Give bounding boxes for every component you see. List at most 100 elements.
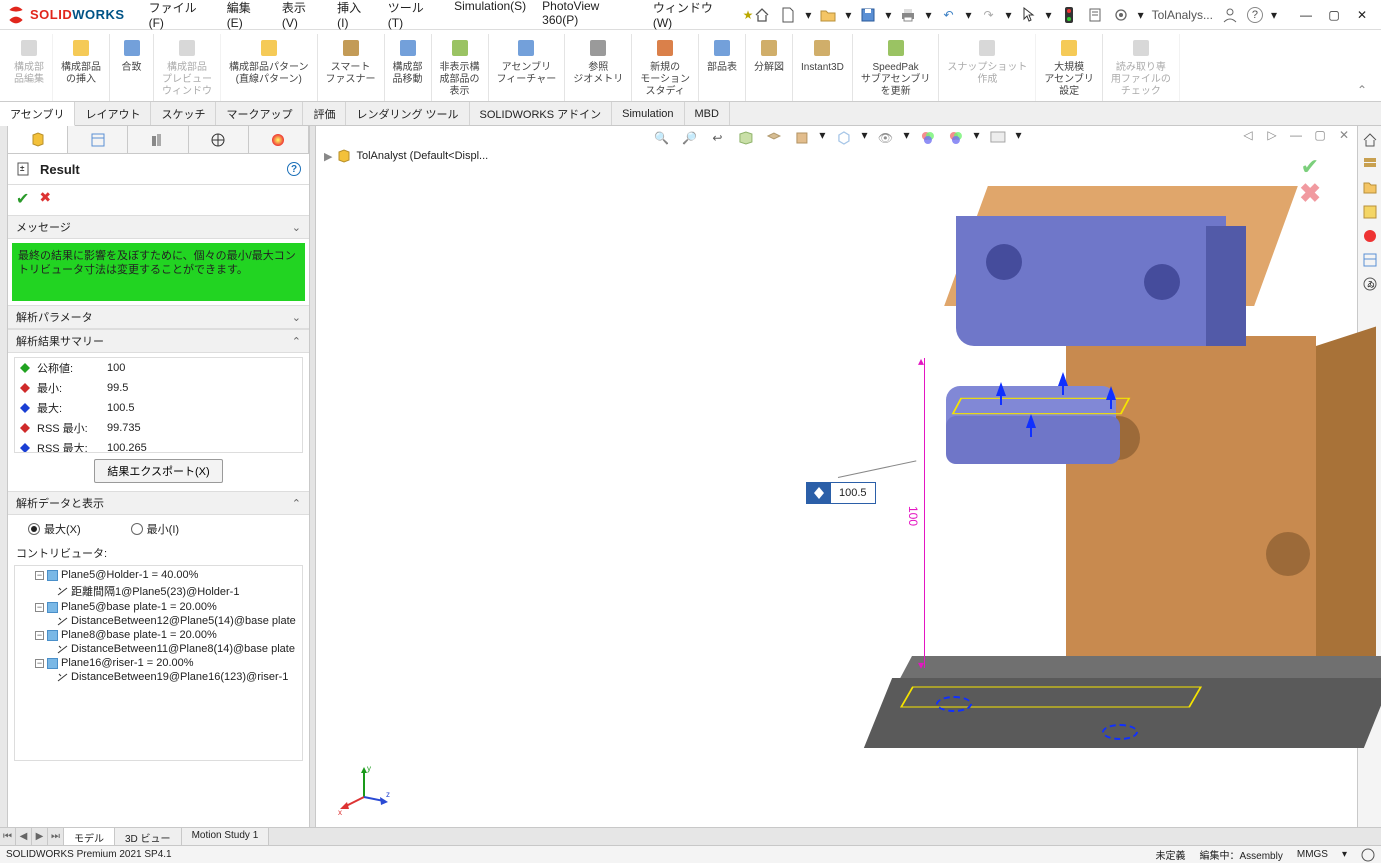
menu-item[interactable]: ウィンドウ(W) bbox=[647, 0, 737, 33]
ribbon-group[interactable]: SpeedPak サブアセンブリ を更新 bbox=[853, 34, 940, 101]
contributors-tree[interactable]: −Plane5@Holder-1 = 40.00%距離間隔1@Plane5(23… bbox=[14, 565, 303, 761]
bt-first-icon[interactable]: ⏮ bbox=[0, 828, 16, 845]
ribbon-group[interactable]: 構成部品パターン (直線パターン) bbox=[221, 34, 318, 101]
bottom-tab[interactable]: モデル bbox=[64, 828, 115, 845]
ribbon-collapse-icon[interactable]: ⌃ bbox=[1349, 79, 1375, 101]
help-icon[interactable]: ? bbox=[1247, 7, 1263, 23]
accept-icon[interactable]: ✔ bbox=[16, 189, 29, 209]
zoom-fit-icon[interactable]: 🔍 bbox=[651, 128, 671, 148]
tree-group[interactable]: −Plane16@riser-1 = 20.00% bbox=[19, 656, 298, 670]
dimension-callout[interactable]: 100.5 bbox=[806, 482, 876, 504]
save-icon[interactable] bbox=[859, 6, 877, 24]
menu-star-icon[interactable]: ★ bbox=[743, 8, 754, 22]
vp-max-icon[interactable]: ▢ bbox=[1311, 126, 1329, 144]
status-flag-icon[interactable]: ▾ bbox=[1342, 849, 1347, 860]
tree-group[interactable]: −Plane5@Holder-1 = 40.00% bbox=[19, 568, 298, 582]
close-icon[interactable]: ✕ bbox=[1349, 5, 1375, 25]
panel-tab-appearance-icon[interactable] bbox=[249, 126, 309, 153]
hide-show-icon[interactable] bbox=[833, 128, 853, 148]
ribbon-group[interactable]: 合致 bbox=[110, 34, 154, 101]
panel-tab-dimxpert-icon[interactable] bbox=[189, 126, 249, 153]
open-icon[interactable] bbox=[819, 6, 837, 24]
redo-icon[interactable]: ↷ bbox=[980, 6, 998, 24]
zoom-area-icon[interactable]: 🔎 bbox=[679, 128, 699, 148]
command-tab[interactable]: レンダリング ツール bbox=[346, 102, 469, 125]
status-rebuild-icon[interactable] bbox=[1361, 848, 1375, 862]
ribbon-group[interactable]: アセンブリ フィーチャー bbox=[489, 34, 566, 101]
ribbon-group[interactable]: スナップショット 作成 bbox=[939, 34, 1036, 101]
command-tab[interactable]: SOLIDWORKS アドイン bbox=[470, 102, 613, 125]
appearance-edit-icon[interactable] bbox=[946, 128, 966, 148]
command-tab[interactable]: スケッチ bbox=[151, 102, 216, 125]
ribbon-group[interactable]: 参照 ジオメトリ bbox=[565, 34, 632, 101]
bt-next-icon[interactable]: ▶ bbox=[32, 828, 48, 845]
tp-library-icon[interactable] bbox=[1360, 154, 1380, 174]
breadcrumb[interactable]: ▶ TolAnalyst (Default<Displ... bbox=[324, 148, 488, 164]
command-tab[interactable]: Simulation bbox=[612, 102, 684, 125]
view-orient-icon[interactable] bbox=[763, 128, 783, 148]
ribbon-group[interactable]: スマート ファスナー bbox=[318, 34, 385, 101]
section-data[interactable]: 解析データと表示⌃ bbox=[8, 491, 309, 515]
export-results-button[interactable]: 結果エクスポート(X) bbox=[94, 459, 222, 483]
menu-item[interactable]: Simulation(S) bbox=[448, 0, 532, 33]
command-tab[interactable]: レイアウト bbox=[75, 102, 151, 125]
home-icon[interactable] bbox=[753, 6, 771, 24]
appearance-rgb-icon[interactable] bbox=[918, 128, 938, 148]
graphics-viewport[interactable]: 🔍 🔎 ↩ ▾ ▾ 👁▾ ▾ ▾ ▶ TolAnalyst (Default<D… bbox=[316, 126, 1357, 827]
tree-group[interactable]: −Plane8@base plate-1 = 20.00% bbox=[19, 628, 298, 642]
command-tab[interactable]: アセンブリ bbox=[0, 102, 75, 126]
menu-item[interactable]: PhotoView 360(P) bbox=[536, 0, 643, 33]
ribbon-group[interactable]: 部品表 bbox=[699, 34, 746, 101]
undo-icon[interactable]: ↶ bbox=[939, 6, 957, 24]
ribbon-group[interactable]: 非表示構 成部品の 表示 bbox=[432, 34, 489, 101]
section-params[interactable]: 解析パラメータ⌄ bbox=[8, 305, 309, 329]
command-tab[interactable]: マークアップ bbox=[216, 102, 303, 125]
bottom-tab[interactable]: Motion Study 1 bbox=[182, 828, 270, 845]
ribbon-group[interactable]: 構成部 品編集 bbox=[6, 34, 53, 101]
left-collapse-strip[interactable] bbox=[0, 126, 8, 827]
minimize-icon[interactable]: — bbox=[1293, 5, 1319, 25]
tp-home-icon[interactable] bbox=[1360, 130, 1380, 150]
settings-icon[interactable] bbox=[1112, 6, 1130, 24]
menu-item[interactable]: 挿入(I) bbox=[331, 0, 378, 33]
vp-next-icon[interactable]: ▷ bbox=[1263, 126, 1281, 144]
tree-dim[interactable]: DistanceBetween19@Plane16(123)@riser-1 bbox=[19, 670, 298, 684]
radio-max[interactable]: 最大(X) bbox=[28, 521, 81, 537]
print-icon[interactable] bbox=[899, 6, 917, 24]
render-icon[interactable] bbox=[988, 128, 1008, 148]
menu-item[interactable]: 表示(V) bbox=[276, 0, 327, 33]
menu-item[interactable]: ファイル(F) bbox=[143, 0, 217, 33]
traffic-icon[interactable] bbox=[1060, 6, 1078, 24]
panel-help-icon[interactable]: ? bbox=[287, 162, 301, 176]
tree-dim[interactable]: DistanceBetween12@Plane5(14)@base plate bbox=[19, 614, 298, 628]
new-doc-icon[interactable] bbox=[779, 6, 797, 24]
display-style-icon[interactable] bbox=[791, 128, 811, 148]
ribbon-group[interactable]: 大規模 アセンブリ 設定 bbox=[1036, 34, 1103, 101]
panel-tab-feature-icon[interactable] bbox=[8, 126, 68, 153]
radio-min[interactable]: 最小(I) bbox=[131, 521, 179, 537]
section-message[interactable]: メッセージ⌄ bbox=[8, 215, 309, 239]
section-view-icon[interactable] bbox=[735, 128, 755, 148]
tree-dim[interactable]: 距離間隔1@Plane5(23)@Holder-1 bbox=[19, 582, 298, 600]
menu-item[interactable]: ツール(T) bbox=[382, 0, 444, 33]
panel-tab-property-icon[interactable] bbox=[68, 126, 128, 153]
ribbon-group[interactable]: 構成部品 プレビュー ウィンドウ bbox=[154, 34, 221, 101]
prev-view-icon[interactable]: ↩ bbox=[707, 128, 727, 148]
command-tab[interactable]: 評価 bbox=[303, 102, 346, 125]
vp-min-icon[interactable]: — bbox=[1287, 126, 1305, 144]
ribbon-group[interactable]: 構成部 品移動 bbox=[385, 34, 432, 101]
scene-icon[interactable]: 👁 bbox=[875, 128, 895, 148]
bottom-tab[interactable]: 3D ビュー bbox=[115, 828, 182, 845]
bt-prev-icon[interactable]: ◀ bbox=[16, 828, 32, 845]
ribbon-group[interactable]: 構成部品 の挿入 bbox=[53, 34, 110, 101]
command-tab[interactable]: MBD bbox=[685, 102, 730, 125]
ribbon-group[interactable]: 新規の モーション スタディ bbox=[632, 34, 699, 101]
ribbon-group[interactable]: Instant3D bbox=[793, 34, 853, 101]
panel-tab-config-icon[interactable] bbox=[128, 126, 188, 153]
maximize-icon[interactable]: ▢ bbox=[1321, 5, 1347, 25]
tree-dim[interactable]: DistanceBetween11@Plane8(14)@base plate bbox=[19, 642, 298, 656]
menu-item[interactable]: 編集(E) bbox=[221, 0, 272, 33]
select-icon[interactable] bbox=[1020, 6, 1038, 24]
reject-icon[interactable]: ✖ bbox=[39, 189, 51, 209]
section-summary[interactable]: 解析結果サマリー⌃ bbox=[8, 329, 309, 353]
